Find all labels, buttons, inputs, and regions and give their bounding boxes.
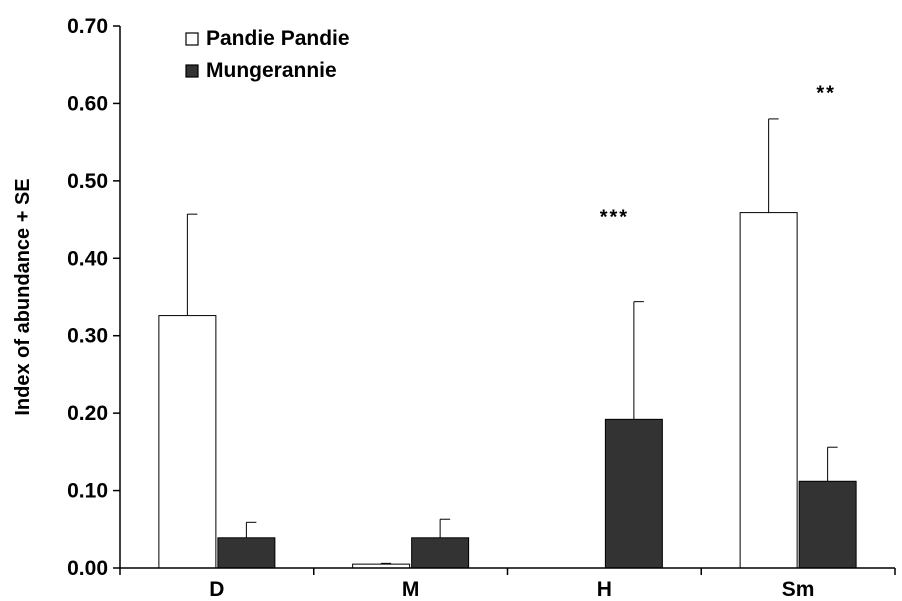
y-tick-label: 0.60: [67, 92, 108, 115]
x-tick-label: Sm: [782, 578, 815, 601]
legend-label: Mungerannie: [206, 59, 337, 82]
y-tick-label: 0.70: [67, 15, 108, 38]
x-tick-label: M: [402, 578, 420, 601]
annotations: *****: [600, 83, 836, 229]
bar-mungerannie-sm: [798, 480, 857, 569]
bar-mungerannie-m: [411, 537, 470, 569]
significance-annotation: ***: [600, 206, 629, 228]
x-axis: D M H Sm: [119, 567, 896, 601]
bar-mungerannie-h: [604, 418, 663, 569]
significance-annotation: **: [816, 83, 836, 105]
y-tick-label: 0.30: [67, 325, 108, 348]
y-tick-label: 0.00: [67, 557, 108, 580]
bar-mungerannie-d: [217, 537, 276, 569]
legend-swatch: [185, 32, 199, 46]
bar-pandie-pandie-d: [158, 315, 217, 569]
legend-label: Pandie Pandie: [206, 27, 350, 50]
y-tick-label: 0.50: [67, 170, 108, 193]
legend: Pandie Pandie Mungerannie: [185, 27, 350, 82]
y-axis: 0.00 0.10 0.20 0.30 0.40 0.50 0.60 0.70: [67, 15, 121, 580]
y-tick-label: 0.10: [67, 480, 108, 503]
legend-swatch: [185, 64, 199, 78]
bars: [158, 118, 857, 569]
y-axis-title: Index of abundance + SE: [12, 178, 34, 415]
x-tick-label: D: [209, 578, 224, 601]
bar-pandie-pandie-sm: [739, 212, 798, 569]
y-tick-label: 0.40: [67, 247, 108, 270]
y-tick-label: 0.20: [67, 402, 108, 425]
x-tick-label: H: [597, 578, 612, 601]
